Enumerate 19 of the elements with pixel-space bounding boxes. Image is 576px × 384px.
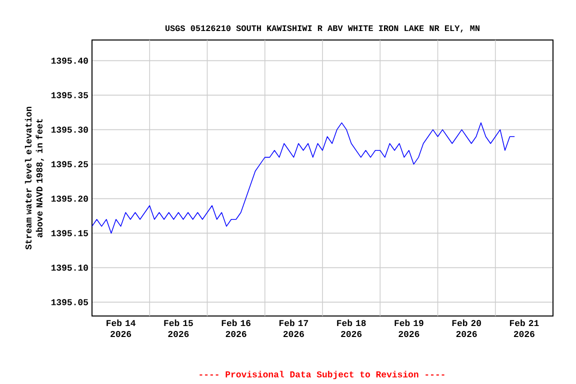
chart-title: USGS 05126210 SOUTH KAWISHIWI R ABV WHITE IRON LAKE NR ELY, MN <box>165 25 480 32</box>
x-tick-label: Feb 15 2026 <box>164 320 193 338</box>
y-tick-label: 1395.40 <box>51 58 88 64</box>
y-tick-label: 1395.35 <box>51 92 88 98</box>
y-tick-label: 1395.25 <box>51 161 88 168</box>
y-axis-title: Stream water level elevation above NAVD 1988, in feet <box>24 106 44 250</box>
x-tick-label: Feb 18 2026 <box>337 320 366 338</box>
y-tick-label: 1395.05 <box>51 299 88 306</box>
x-tick-label: Feb 17 2026 <box>279 320 308 338</box>
y-tick-label: 1395.15 <box>51 230 88 236</box>
x-tick-label: Feb 21 2026 <box>510 320 539 338</box>
text: ---- Provisional Data Subject to Revision ---- <box>200 370 444 380</box>
y-tick-label: 1395.10 <box>51 264 88 271</box>
x-tick-label: Feb 16 2026 <box>222 320 251 338</box>
x-tick-label: Feb 14 2026 <box>106 320 136 338</box>
y-tick-label: 1395.30 <box>51 126 88 133</box>
x-tick-label: Feb 20 2026 <box>452 320 481 338</box>
y-tick-label: 1395.20 <box>51 196 88 202</box>
x-tick-label: Feb 19 2026 <box>394 320 424 338</box>
